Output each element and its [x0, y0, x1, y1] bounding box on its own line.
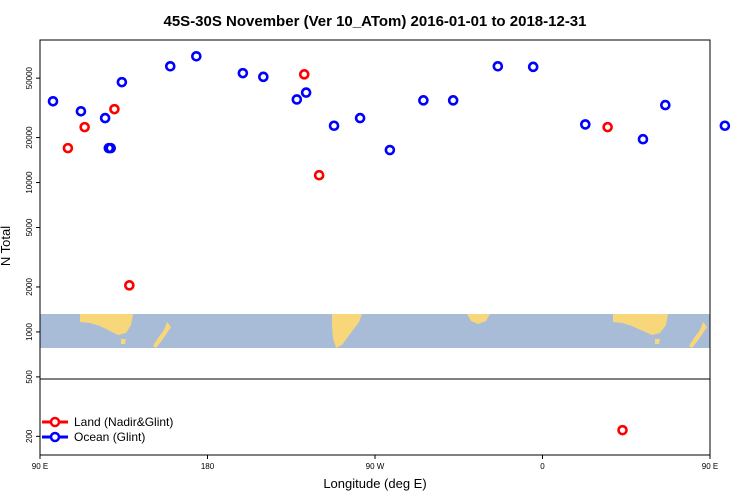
x-tick-label: 90 E	[32, 462, 48, 471]
x-tick-label: 90 E	[702, 462, 718, 471]
y-axis-label: N Total	[0, 226, 13, 266]
y-tick-label: 10000	[25, 171, 34, 194]
x-tick-label: 180	[201, 462, 215, 471]
ocean-point	[47, 95, 59, 107]
ocean-point	[237, 67, 249, 79]
ocean-point	[328, 120, 340, 132]
x-axis-label: Longitude (deg E)	[323, 476, 426, 491]
legend-marker-land	[49, 416, 61, 428]
ocean-point	[191, 51, 202, 62]
map-band	[40, 314, 710, 348]
map-nz-right-edge	[689, 322, 707, 348]
land-point	[617, 424, 628, 436]
map-new-zealand	[153, 322, 171, 348]
y-tick-label: 2000	[25, 278, 34, 296]
x-axis: 90 E 180 90 W 0 90 E	[32, 455, 718, 471]
map-tasmania-left	[121, 339, 126, 344]
y-tick-label: 1000	[25, 322, 34, 340]
ocean-point	[99, 112, 111, 124]
ocean-point	[75, 105, 87, 117]
ocean-point	[258, 71, 269, 83]
ocean-point	[418, 95, 429, 106]
legend-label-ocean: Ocean (Glint)	[74, 430, 145, 444]
land-point	[602, 121, 613, 133]
chart-title: 45S-30S November (Ver 10_ATom) 2016-01-0…	[164, 13, 587, 30]
legend-marker-ocean	[49, 431, 61, 443]
plot-area: 90 E 180 90 W 0 90 E 200 500 1000 2000 5000 10000…	[25, 39, 731, 471]
map-ocean	[40, 314, 710, 348]
y-tick-label: 50000	[25, 66, 34, 89]
y-tick-label: 500	[25, 370, 34, 384]
land-point	[298, 69, 310, 80]
ocean-point	[447, 95, 459, 106]
legend-label-land: Land (Nadir&Glint)	[74, 415, 173, 429]
ocean-point	[384, 144, 396, 156]
ocean-point	[580, 119, 591, 130]
ocean-point	[291, 94, 303, 105]
land-point	[62, 142, 74, 154]
ocean-point	[492, 61, 504, 72]
legend: Land (Nadir&Glint) Ocean (Glint)	[42, 415, 173, 444]
map-tasmania-right	[655, 339, 660, 344]
ocean-point	[354, 112, 366, 124]
map-australia-right	[613, 314, 668, 335]
x-tick-label: 0	[540, 462, 545, 471]
y-tick-label: 20000	[25, 126, 34, 149]
y-axis: 200 500 1000 2000 5000 10000 20000 50000	[25, 66, 40, 443]
data-points	[47, 51, 731, 436]
y-tick-label: 5000	[25, 218, 34, 236]
land-point	[124, 280, 135, 291]
ocean-point	[719, 120, 731, 132]
map-south-africa	[467, 314, 490, 324]
map-australia-left	[80, 314, 133, 335]
plot-frame	[39, 39, 711, 456]
ocean-point	[105, 142, 117, 154]
land-point	[109, 103, 120, 115]
ocean-point	[116, 76, 128, 88]
land-point	[79, 121, 90, 133]
legend-item-land: Land (Nadir&Glint)	[42, 415, 173, 429]
ocean-point	[164, 61, 176, 72]
map-south-america	[332, 314, 362, 348]
x-tick-label: 90 W	[366, 462, 385, 471]
ocean-point	[660, 99, 671, 111]
ocean-point	[637, 133, 649, 145]
ocean-point	[527, 61, 539, 73]
y-tick-label: 200	[25, 429, 34, 443]
land-point	[313, 169, 325, 181]
legend-item-ocean: Ocean (Glint)	[42, 430, 145, 444]
ocean-point	[300, 87, 312, 98]
